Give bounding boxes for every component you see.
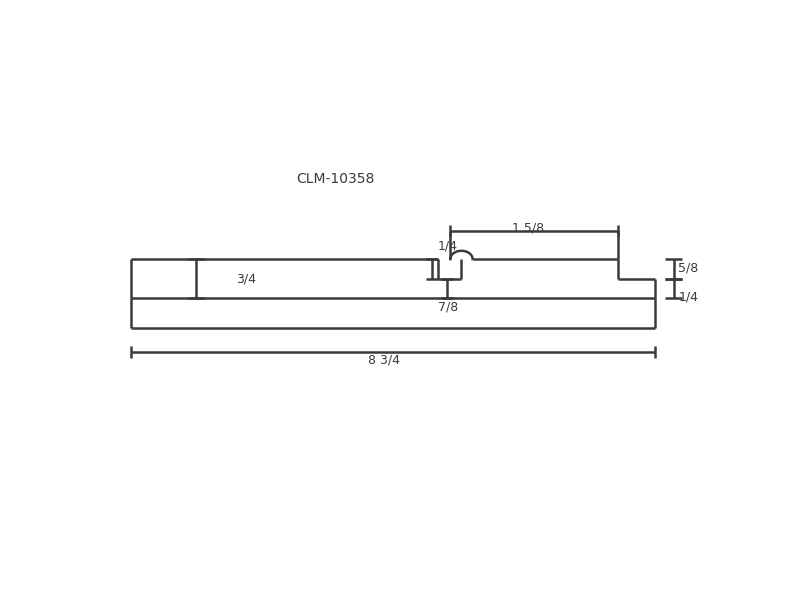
Text: 5/8: 5/8	[678, 262, 698, 275]
Text: 8 3/4: 8 3/4	[368, 354, 400, 367]
Text: 3/4: 3/4	[236, 272, 256, 286]
Text: 1/4: 1/4	[678, 290, 698, 304]
Text: CLM-10358: CLM-10358	[297, 172, 374, 186]
Text: 7/8: 7/8	[438, 300, 458, 313]
Text: 1 5/8: 1 5/8	[512, 221, 544, 234]
Text: 1/4: 1/4	[438, 239, 458, 253]
